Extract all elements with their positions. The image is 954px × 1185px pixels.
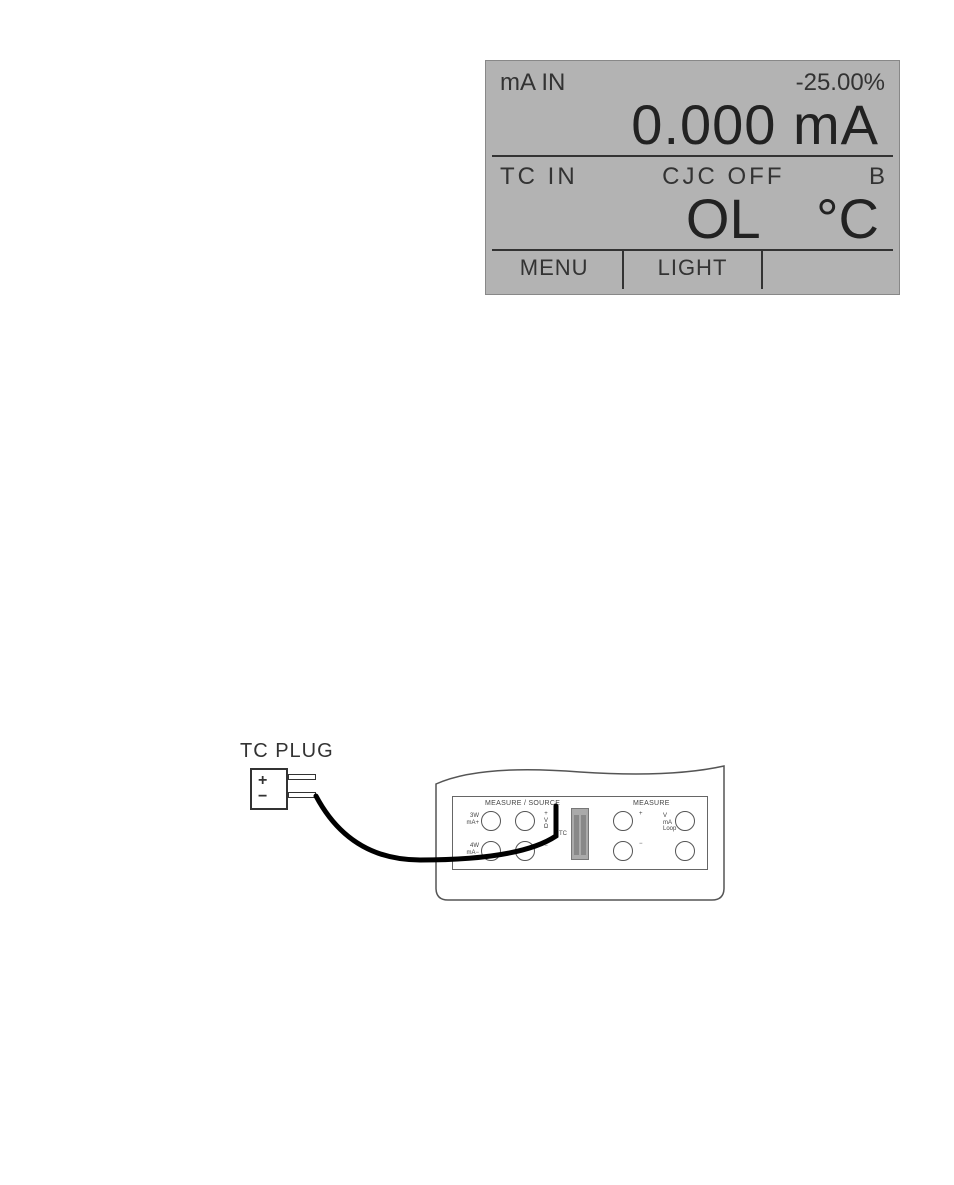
ol-value: OL	[686, 187, 761, 250]
calibrator-device: MEASURE / SOURCE MEASURE 3WmA+ 4WmA− +VΩ…	[430, 758, 730, 908]
tc-socket	[571, 808, 589, 860]
jack-source-neg	[515, 841, 535, 861]
measure-source-label: MEASURE / SOURCE	[485, 800, 560, 807]
light-softkey[interactable]: LIGHT	[624, 251, 762, 289]
measure-pos-sign: +	[639, 811, 643, 818]
mid-top-label: +VΩ	[539, 811, 553, 831]
jack-4w-label: 4WmA−	[459, 843, 479, 856]
secondary-reading: OL °C	[492, 191, 893, 251]
plug-prong-top	[288, 774, 316, 780]
measure-neg-sign: −	[639, 841, 643, 848]
jack-panel: MEASURE / SOURCE MEASURE 3WmA+ 4WmA− +VΩ…	[452, 796, 708, 870]
primary-reading: 0.000 mA	[492, 97, 893, 157]
jack-measure-neg	[613, 841, 633, 861]
measure-label: MEASURE	[633, 800, 670, 807]
jack-3w	[481, 811, 501, 831]
lcd-display: mA IN -25.00% 0.000 mA TC IN CJC OFF B O…	[485, 60, 900, 295]
tc-socket-label: TC	[556, 831, 570, 838]
minus-icon: −	[258, 788, 267, 806]
menu-softkey[interactable]: MENU	[486, 251, 624, 289]
tc-in-label: TC IN	[500, 163, 578, 191]
jack-3w-label: 3WmA+	[459, 813, 479, 826]
plug-prong-bottom	[288, 792, 316, 798]
tc-plug-label: TC PLUG	[240, 740, 334, 763]
jack-source-pos	[515, 811, 535, 831]
connection-diagram: TC PLUG + − MEASURE / SOURCE MEASURE 3Wm…	[220, 740, 740, 940]
jack-measure-pos	[613, 811, 633, 831]
jack-loop-neg	[675, 841, 695, 861]
softkey-blank	[763, 251, 899, 289]
lcd-row-mode: mA IN -25.00%	[486, 61, 899, 97]
lcd-softkeys: MENU LIGHT	[486, 251, 899, 289]
mid-bot-label: −	[539, 843, 553, 850]
mode-label: mA IN	[500, 69, 565, 97]
jack-loop-pos	[675, 811, 695, 831]
unit-label: °C	[816, 187, 879, 250]
tc-plug-body: + −	[250, 768, 288, 810]
jack-4w	[481, 841, 501, 861]
